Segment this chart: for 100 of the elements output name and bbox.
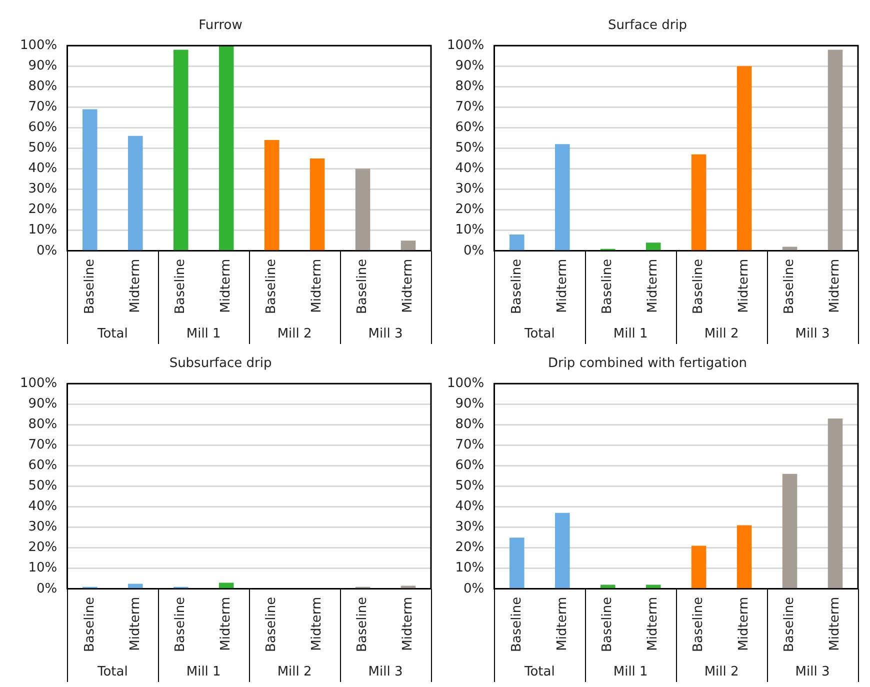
x-tick-label: Midterm [128, 258, 143, 313]
bar [554, 512, 570, 588]
x-tick-label: Midterm [310, 258, 325, 313]
x-tick-label: Midterm [828, 596, 843, 651]
y-tick-label: 40% [455, 161, 484, 176]
bar [828, 418, 843, 588]
text: Total [523, 326, 555, 342]
x-tick-label: Midterm [646, 596, 661, 651]
y-tick-label: 30% [455, 520, 484, 535]
y-tick-label: 0% [464, 243, 484, 258]
x-tick-label: Midterm [554, 596, 570, 651]
y-tick-label: 70% [28, 100, 58, 115]
bar [510, 234, 524, 250]
x-tick-label: Baseline [782, 258, 798, 314]
x-tick-label: Baseline [509, 596, 524, 652]
x-tick-label: Baseline [509, 258, 524, 314]
text: Total [96, 664, 128, 680]
text: Mill 3 [368, 664, 403, 680]
y-tick-label: 50% [28, 478, 58, 494]
y-tick-label: 10% [28, 560, 58, 576]
x-tick-label: Midterm [828, 258, 843, 313]
bar [400, 240, 416, 250]
text: Mill 2 [704, 326, 739, 342]
text: Mill 2 [277, 664, 312, 680]
bar [691, 546, 706, 588]
x-tick-label: Baseline [355, 258, 370, 314]
bar [736, 525, 752, 588]
y-tick-label: 40% [455, 499, 484, 514]
x-tick-label: Baseline [691, 596, 706, 652]
y-tick-label: 0% [36, 243, 58, 258]
y-tick-label: 30% [28, 520, 58, 535]
y-tick-label: 60% [455, 120, 484, 136]
bar [646, 242, 661, 250]
bar [828, 50, 843, 250]
x-tick-label: Midterm [400, 258, 416, 313]
y-tick-label: 30% [28, 182, 58, 197]
y-tick-label: 70% [455, 100, 484, 115]
y-tick-label: 50% [455, 478, 484, 494]
text: Mill 3 [795, 664, 830, 680]
y-tick-label: 60% [28, 458, 58, 474]
y-tick-label: 100% [20, 376, 58, 391]
y-tick-label: 90% [455, 396, 484, 412]
text: Mill 1 [186, 664, 221, 680]
x-tick-label: Midterm [400, 596, 416, 651]
bar [128, 136, 143, 250]
y-tick-label: 60% [28, 120, 58, 136]
y-tick-label: 90% [28, 58, 58, 74]
x-tick-label: Midterm [736, 596, 752, 651]
y-tick-label: 10% [455, 560, 484, 576]
x-tick-label: Baseline [173, 596, 188, 652]
y-tick-label: 80% [455, 79, 484, 94]
y-tick-label: 50% [455, 140, 484, 156]
bar [691, 154, 706, 250]
bar [218, 46, 234, 250]
text: Mill 3 [368, 326, 403, 342]
chart-title: Drip combined with fertigation [548, 356, 748, 372]
y-tick-label: 0% [36, 581, 58, 596]
text: Mill 3 [795, 326, 830, 342]
text: Mill 1 [613, 326, 648, 342]
text: Mill 2 [704, 664, 739, 680]
text: Mill 1 [186, 326, 221, 342]
bar [264, 140, 280, 250]
y-tick-label: 50% [28, 140, 58, 156]
x-tick-label: Baseline [691, 258, 706, 314]
x-tick-label: Baseline [355, 596, 370, 652]
bar [554, 144, 570, 250]
bar [173, 50, 188, 250]
x-tick-label: Baseline [264, 258, 280, 314]
text: Mill 1 [613, 664, 648, 680]
x-tick-label: Baseline [600, 258, 616, 314]
text: Total [523, 664, 555, 680]
y-tick-label: 100% [446, 376, 484, 391]
bar [782, 474, 798, 588]
x-tick-label: Midterm [736, 258, 752, 313]
chart-title: Surface drip [608, 18, 688, 34]
x-tick-label: Baseline [82, 596, 98, 652]
y-tick-label: 20% [28, 202, 58, 218]
text: Mill 2 [277, 326, 312, 342]
y-tick-label: 0% [464, 581, 484, 596]
x-tick-label: Midterm [128, 596, 143, 651]
bar [82, 109, 98, 250]
y-tick-label: 80% [28, 79, 58, 94]
y-tick-label: 10% [28, 222, 58, 238]
x-tick-label: Midterm [218, 596, 234, 651]
y-tick-label: 30% [455, 182, 484, 197]
x-tick-label: Midterm [646, 258, 661, 313]
x-tick-label: Baseline [782, 596, 798, 652]
x-tick-label: Baseline [82, 258, 98, 314]
y-tick-label: 90% [28, 396, 58, 412]
x-tick-label: Baseline [173, 258, 188, 314]
chart-title: Subsurface drip [169, 356, 272, 372]
y-tick-label: 100% [20, 38, 58, 53]
x-tick-label: Baseline [600, 596, 616, 652]
text: Total [96, 326, 128, 342]
bar [736, 66, 752, 250]
y-tick-label: 20% [455, 540, 484, 556]
y-tick-label: 70% [455, 438, 484, 453]
x-tick-label: Midterm [218, 258, 234, 313]
y-tick-label: 80% [455, 417, 484, 432]
bar [310, 158, 325, 250]
